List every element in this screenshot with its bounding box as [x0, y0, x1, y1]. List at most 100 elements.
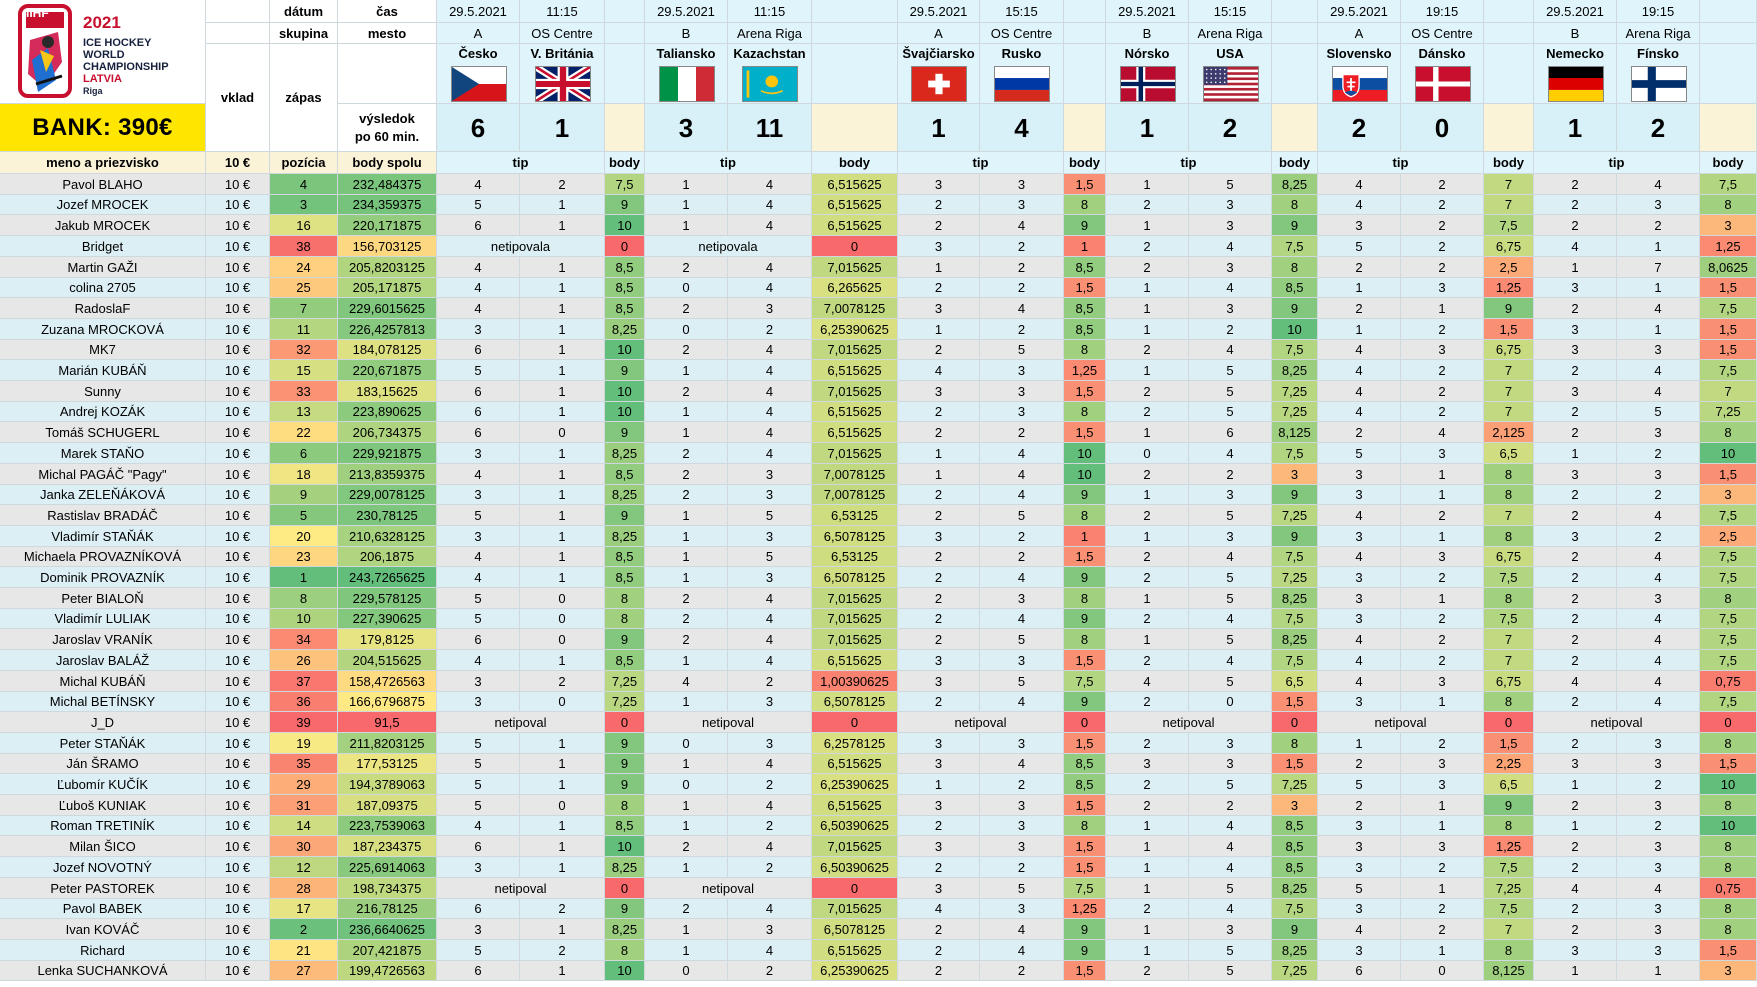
match-points[interactable]: 8,25	[605, 857, 645, 878]
player-name[interactable]: Michal BETÍNSKY	[0, 692, 206, 712]
tip-team1[interactable]: 2	[1106, 733, 1189, 754]
match-points[interactable]: 7	[1484, 174, 1534, 195]
tip-team2[interactable]: 2	[1617, 774, 1700, 795]
match-points[interactable]: 6,25390625	[812, 319, 898, 340]
tip-team2[interactable]: 4	[728, 443, 812, 464]
player-position[interactable]: 19	[270, 733, 338, 754]
match-points[interactable]: 6,5	[1484, 443, 1534, 464]
match-points[interactable]: 8	[1272, 733, 1318, 754]
match-points[interactable]: 9	[1484, 795, 1534, 816]
match-points[interactable]: 6,75	[1484, 547, 1534, 567]
tip-team2[interactable]: 1	[1401, 795, 1484, 816]
match-points[interactable]: 8,125	[1484, 961, 1534, 981]
match-points[interactable]: 7,5	[1484, 899, 1534, 919]
tip-team2[interactable]: 1	[1617, 961, 1700, 981]
tip-team1[interactable]: 2	[898, 857, 980, 878]
tip-team1[interactable]: 1	[898, 319, 980, 340]
match-points[interactable]: 7,5	[1484, 215, 1534, 236]
tip-team1[interactable]: 5	[437, 940, 520, 961]
tip-team1[interactable]: 2	[898, 567, 980, 588]
tip-team2[interactable]: 5	[1189, 505, 1272, 526]
player-name[interactable]: colina 2705	[0, 278, 206, 298]
match-points[interactable]: 9	[1484, 298, 1534, 319]
tip-team2[interactable]: 5	[1189, 381, 1272, 402]
tip-team2[interactable]: 4	[980, 215, 1064, 236]
match-points[interactable]: 2,25	[1484, 754, 1534, 774]
match-points[interactable]: 8,5	[1272, 857, 1318, 878]
tip-team2[interactable]: 0	[520, 422, 605, 443]
tip-team2[interactable]: 4	[728, 588, 812, 609]
player-name[interactable]: Richard	[0, 940, 206, 961]
match-points[interactable]: 1,25	[1700, 236, 1757, 257]
tip-team2[interactable]: 3	[1189, 298, 1272, 319]
player-position[interactable]: 11	[270, 319, 338, 340]
player-vklad[interactable]: 10 €	[206, 505, 270, 526]
tip-team1[interactable]: 2	[645, 485, 728, 505]
tip-team2[interactable]: 1	[1617, 319, 1700, 340]
tip-team1[interactable]: 1	[1106, 485, 1189, 505]
tip-team1[interactable]: 0	[645, 319, 728, 340]
tip-team1[interactable]: 1	[645, 195, 728, 215]
player-vklad[interactable]: 10 €	[206, 174, 270, 195]
match-points[interactable]: 10	[1064, 443, 1106, 464]
tip-team2[interactable]: 3	[1617, 464, 1700, 485]
match-points[interactable]: 3	[1272, 795, 1318, 816]
match-points[interactable]: 6,5	[1272, 671, 1318, 692]
tip-team1[interactable]: 2	[1534, 692, 1617, 712]
tip-team2[interactable]: 2	[520, 899, 605, 919]
tip-team2[interactable]: 3	[728, 464, 812, 485]
match-points[interactable]: 7,25	[1272, 961, 1318, 981]
tip-team1[interactable]: 1	[1106, 526, 1189, 547]
match-points[interactable]: 7,0078125	[812, 485, 898, 505]
tip-team1[interactable]: 2	[898, 547, 980, 567]
tip-team2[interactable]: 4	[1617, 567, 1700, 588]
player-total[interactable]: 179,8125	[338, 629, 437, 650]
tip-team1[interactable]: 2	[1106, 692, 1189, 712]
tip-team1[interactable]: 3	[1318, 899, 1401, 919]
tip-team1[interactable]: 3	[437, 857, 520, 878]
player-position[interactable]: 4	[270, 174, 338, 195]
tip-team2[interactable]: 3	[1189, 485, 1272, 505]
tip-team1[interactable]: 2	[1106, 195, 1189, 215]
tip-team1[interactable]: 2	[1534, 919, 1617, 940]
tip-team2[interactable]: 4	[1189, 547, 1272, 567]
match-points[interactable]: 9	[605, 195, 645, 215]
tip-team2[interactable]: 1	[520, 402, 605, 422]
player-position[interactable]: 22	[270, 422, 338, 443]
match-points[interactable]: 8	[1064, 629, 1106, 650]
match-points[interactable]: 0,75	[1700, 878, 1757, 899]
tip-team2[interactable]: 4	[728, 754, 812, 774]
match-points[interactable]: 7,5	[1064, 671, 1106, 692]
tip-team2[interactable]: 3	[1401, 774, 1484, 795]
tip-team1[interactable]: 2	[898, 278, 980, 298]
tip-team1[interactable]: 6	[437, 340, 520, 360]
match-points[interactable]: 7,5	[1700, 174, 1757, 195]
tip-team2[interactable]: 4	[1189, 236, 1272, 257]
tip-team1[interactable]: 1	[645, 816, 728, 836]
player-name[interactable]: Ján ŠRAMO	[0, 754, 206, 774]
match-points[interactable]: 7,25	[1272, 774, 1318, 795]
player-position[interactable]: 26	[270, 650, 338, 671]
player-name[interactable]: Jozef MROCEK	[0, 195, 206, 215]
tip-team1[interactable]: 5	[437, 360, 520, 381]
tip-missing[interactable]: netipoval	[1318, 712, 1484, 733]
tip-team1[interactable]: 2	[1534, 402, 1617, 422]
player-vklad[interactable]: 10 €	[206, 298, 270, 319]
match-points[interactable]: 7,5	[1272, 650, 1318, 671]
player-total[interactable]: 220,171875	[338, 215, 437, 236]
tip-team1[interactable]: 2	[645, 381, 728, 402]
tip-team1[interactable]: 2	[645, 609, 728, 629]
tip-team2[interactable]: 1	[1617, 278, 1700, 298]
match-points[interactable]: 7,5	[1700, 629, 1757, 650]
tip-team2[interactable]: 0	[520, 629, 605, 650]
player-total[interactable]: 206,1875	[338, 547, 437, 567]
tip-team1[interactable]: 1	[1106, 422, 1189, 443]
match-points[interactable]: 7	[1484, 650, 1534, 671]
tip-team1[interactable]: 1	[1106, 857, 1189, 878]
tip-team1[interactable]: 2	[898, 816, 980, 836]
tip-team1[interactable]: 1	[1106, 215, 1189, 236]
player-name[interactable]: Ľubomír KUČÍK	[0, 774, 206, 795]
match-points[interactable]: 8,5	[605, 650, 645, 671]
player-name[interactable]: Bridget	[0, 236, 206, 257]
match-points[interactable]: 7,5	[1700, 609, 1757, 629]
